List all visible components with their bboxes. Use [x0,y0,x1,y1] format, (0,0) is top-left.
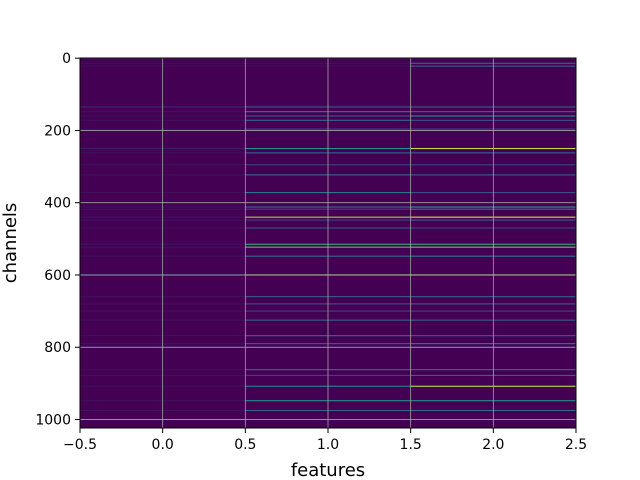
x-tick-label: 0.5 [234,437,256,453]
x-axis-title: features [291,460,365,480]
x-tick-label: 1.0 [317,437,339,453]
y-tick-label: 1000 [35,413,71,429]
y-tick-label: 400 [44,196,71,212]
x-tick-label: 0.0 [152,437,174,453]
y-tick-label: 200 [44,123,71,139]
x-axis: −0.5 0.0 0.5 1.0 1.5 2.0 2.5 [63,428,587,453]
y-tick-label: 0 [62,51,71,67]
y-tick-label: 600 [44,268,71,284]
y-axis: 0 200 400 600 800 1000 [35,51,80,429]
x-tick-label: −0.5 [63,437,97,453]
x-tick-label: 2.0 [482,437,504,453]
y-tick-label: 800 [44,340,71,356]
grid-lines [80,57,576,428]
y-axis-title: channels [0,203,21,284]
x-tick-label: 1.5 [400,437,422,453]
x-tick-label: 2.5 [565,437,587,453]
